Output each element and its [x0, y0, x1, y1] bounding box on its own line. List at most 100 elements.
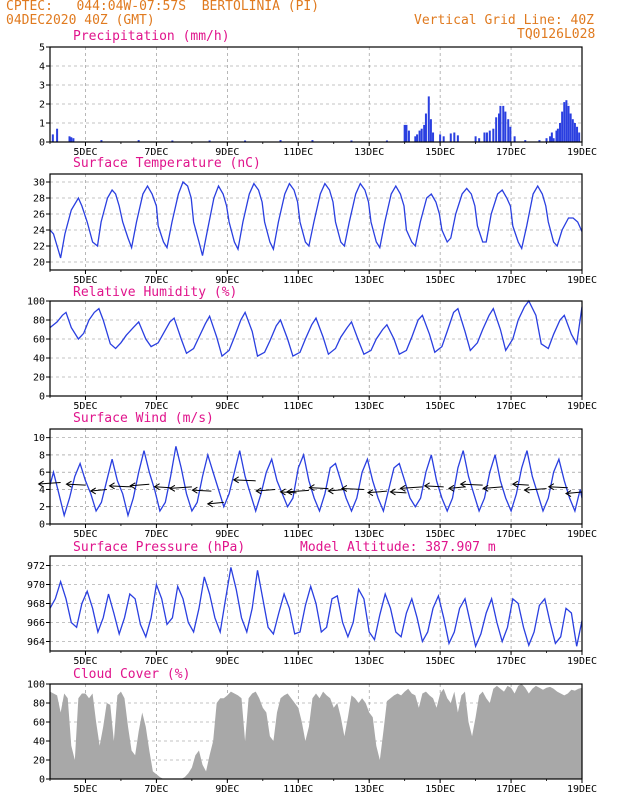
precip-bar — [416, 134, 419, 142]
precip-bar — [453, 132, 456, 142]
wind-arrow — [483, 486, 503, 489]
press-xtick-label: 5DEC — [73, 656, 97, 667]
wind-arrow — [309, 487, 329, 490]
wind-arrow — [328, 488, 345, 492]
wind-xtick-label: 17DEC — [496, 529, 526, 540]
precip-bar — [420, 128, 423, 142]
temp-xtick-label: 11DEC — [283, 275, 313, 286]
precip-bar — [502, 105, 505, 142]
wind-arrow — [424, 485, 444, 488]
header-grid-line: Vertical Grid Line: 40Z — [414, 13, 595, 28]
cloud-ytick-label: 60 — [33, 718, 45, 729]
cloud-panel: 0 20 40 60 80 100 5DEC 7DEC 9DEC 11DEC 13DEC 15DEC 1… — [27, 667, 597, 795]
wind-arrow-head — [255, 487, 262, 495]
press-ytick-label: 964 — [27, 637, 45, 648]
cloud-title: Cloud Cover (%) — [73, 667, 190, 682]
precip-bar — [569, 113, 572, 142]
precip-xtick-label: 11DEC — [283, 147, 313, 158]
wind-arrow-head — [168, 484, 176, 492]
press-subtitle: Model Altitude: 387.907 m — [300, 540, 496, 555]
precip-ytick-label: 4 — [39, 62, 45, 73]
precip-bar — [427, 96, 430, 142]
press-xtick-label: 9DEC — [215, 656, 239, 667]
precip-bar — [244, 140, 247, 142]
cloud-ytick-label: 0 — [39, 775, 45, 786]
wind-arrow — [341, 487, 364, 490]
wind-arrow — [548, 486, 568, 489]
temp-line — [49, 180, 583, 259]
wind-ytick-label: 6 — [39, 468, 45, 479]
precip-bar — [449, 133, 452, 142]
wind-arrow-head — [340, 485, 348, 492]
temp-xtick-label: 15DEC — [425, 275, 455, 286]
rh-xtick-label: 11DEC — [283, 401, 313, 412]
precip-title: Precipitation (mm/h) — [73, 29, 230, 44]
precip-bar — [504, 111, 507, 142]
wind-ytick-label: 4 — [39, 485, 45, 496]
precip-bar — [414, 136, 417, 142]
wind-ytick-label: 0 — [39, 520, 45, 531]
wind-arrow — [169, 486, 192, 489]
wind-arrow — [154, 486, 171, 489]
wind-arrow — [233, 479, 256, 482]
precip-xtick-label: 13DEC — [354, 147, 384, 158]
precip-ytick-label: 5 — [39, 43, 45, 54]
temp-ytick-label: 30 — [33, 178, 45, 189]
press-xtick-label: 7DEC — [144, 656, 168, 667]
temp-xtick-label: 13DEC — [354, 275, 384, 286]
precip-bar — [432, 132, 435, 142]
rh-ytick-label: 60 — [33, 335, 45, 346]
precip-bar — [549, 136, 552, 142]
precip-bar — [499, 105, 502, 142]
temp-xtick-label: 7DEC — [144, 275, 168, 286]
precip-bar — [492, 128, 495, 142]
precip-bar — [545, 138, 548, 142]
wind-ytick-label: 2 — [39, 502, 45, 513]
press-xtick-label: 11DEC — [283, 656, 313, 667]
precip-bar — [407, 130, 410, 142]
wind-arrow — [109, 485, 132, 488]
press-xtick-label: 17DEC — [496, 656, 526, 667]
precip-frame — [49, 46, 583, 143]
press-panel: 964 966 968 970 972 5DEC 7DEC 9DEC 11DEC 13DEC 15D… — [27, 540, 597, 667]
wind-arrow-head — [65, 480, 72, 488]
cloud-xtick-label: 17DEC — [496, 784, 526, 795]
precip-bar — [573, 123, 576, 142]
precip-xtick-label: 19DEC — [567, 147, 597, 158]
precip-ytick-label: 1 — [39, 119, 45, 130]
cloud-xtick-label: 5DEC — [73, 784, 97, 795]
precip-ytick-label: 2 — [39, 100, 45, 111]
temp-ytick-label: 20 — [33, 258, 45, 269]
wind-arrow-head — [482, 484, 489, 492]
precip-xtick-label: 5DEC — [73, 147, 97, 158]
wind-arrow — [565, 491, 583, 495]
precip-xtick-label: 7DEC — [144, 147, 168, 158]
wind-arrow-head — [129, 482, 136, 490]
wind-xtick-label: 9DEC — [215, 529, 239, 540]
precip-panel: 0 1 2 3 4 5 5DEC 7DEC 9DEC 11DEC 13DEC 15DEC 17DEC 19… — [39, 29, 597, 158]
press-xtick-label: 19DEC — [567, 656, 597, 667]
precip-ytick-label: 0 — [39, 138, 45, 149]
rh-frame — [49, 300, 583, 397]
wind-arrow-head — [232, 476, 239, 484]
precip-bar — [485, 132, 488, 142]
header-model-code: TQ0126L028 — [517, 27, 596, 42]
rh-xtick-label: 5DEC — [73, 401, 97, 412]
cloud-frame — [49, 683, 583, 780]
rh-ytick-label: 100 — [27, 297, 45, 308]
precip-bar — [509, 126, 512, 142]
wind-arrow-head — [37, 480, 44, 488]
temp-xtick-label: 5DEC — [73, 275, 97, 286]
rh-line — [49, 299, 583, 358]
cloud-xtick-label: 19DEC — [567, 784, 597, 795]
wind-arrow — [286, 489, 309, 493]
temp-xtick-label: 17DEC — [496, 275, 526, 286]
press-line — [49, 567, 583, 649]
precip-bar — [498, 113, 501, 142]
precip-bar — [456, 135, 459, 142]
wind-xtick-label: 5DEC — [73, 529, 97, 540]
wind-frame — [49, 428, 583, 525]
wind-xtick-label: 7DEC — [144, 529, 168, 540]
cloud-ytick-label: 40 — [33, 737, 45, 748]
